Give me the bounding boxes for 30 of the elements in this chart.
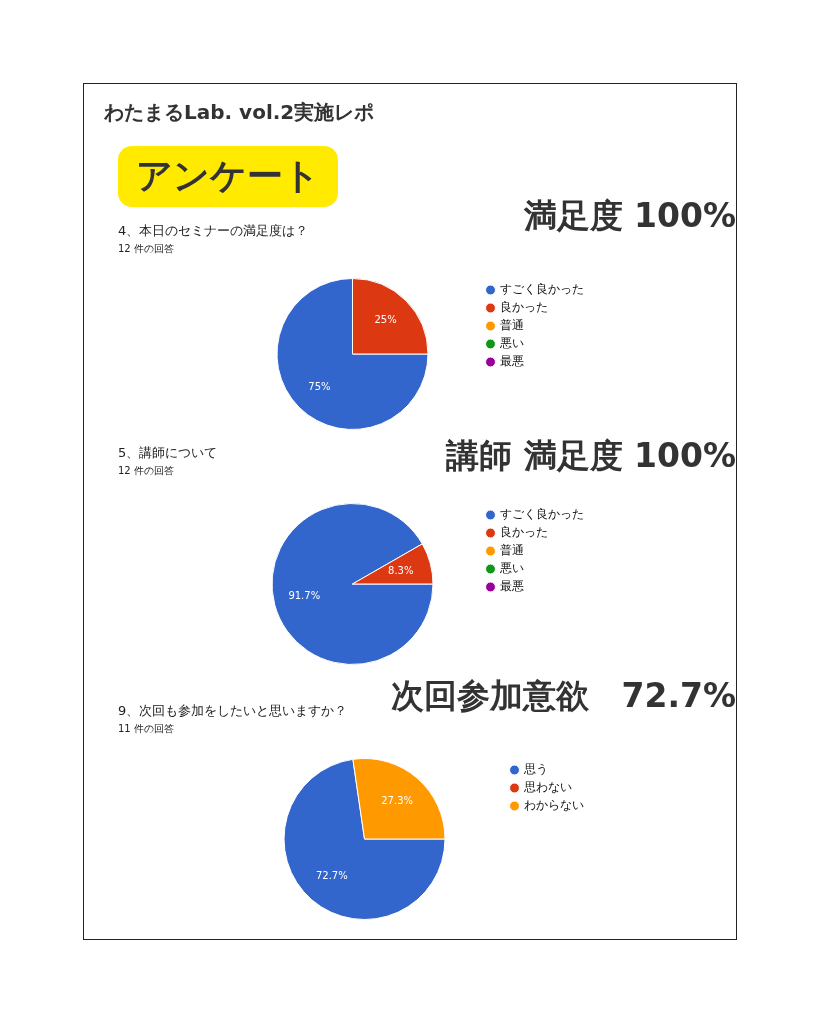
legend-label: 良かった: [500, 525, 548, 540]
text: 5、講師について: [118, 444, 218, 462]
legend-label: すごく良かった: [500, 507, 584, 522]
legend-label: 悪い: [499, 561, 524, 576]
chart-title: 4、本日のセミナーの満足度は？: [118, 222, 309, 240]
text: 11 件の回答: [118, 722, 174, 736]
text: 12 件の回答: [118, 242, 174, 256]
text: 満足度 100%: [523, 195, 736, 237]
text: 12 件の回答: [118, 464, 174, 478]
legend-label: すごく良かった: [500, 282, 584, 297]
data-label: 25%: [374, 314, 397, 326]
data-label: 91.7%: [288, 590, 321, 602]
text: わたまるLab. vol.2実施レポ: [104, 99, 375, 126]
text: 次回参加意欲 72.7%: [390, 675, 736, 717]
text: アンケート: [118, 146, 338, 207]
chart-title: 9、次回も参加をしたいと思いますか？: [118, 702, 348, 720]
legend-label: 思う: [523, 762, 548, 777]
legend-label: 普通: [500, 543, 524, 558]
text: 講師 満足度 100%: [446, 435, 736, 477]
data-label: 27.3%: [381, 794, 414, 806]
legend-label: 最悪: [500, 354, 524, 369]
legend-label: 普通: [500, 318, 524, 333]
data-label: 75%: [308, 380, 331, 392]
legend-label: 最悪: [500, 579, 524, 594]
legend-label: 良かった: [500, 300, 548, 315]
legend-label: わからない: [524, 798, 584, 813]
data-label: 8.3%: [388, 564, 414, 576]
legend-label: 悪い: [499, 336, 524, 351]
legend-label: 思わない: [523, 780, 572, 795]
data-label: 72.7%: [315, 870, 348, 882]
